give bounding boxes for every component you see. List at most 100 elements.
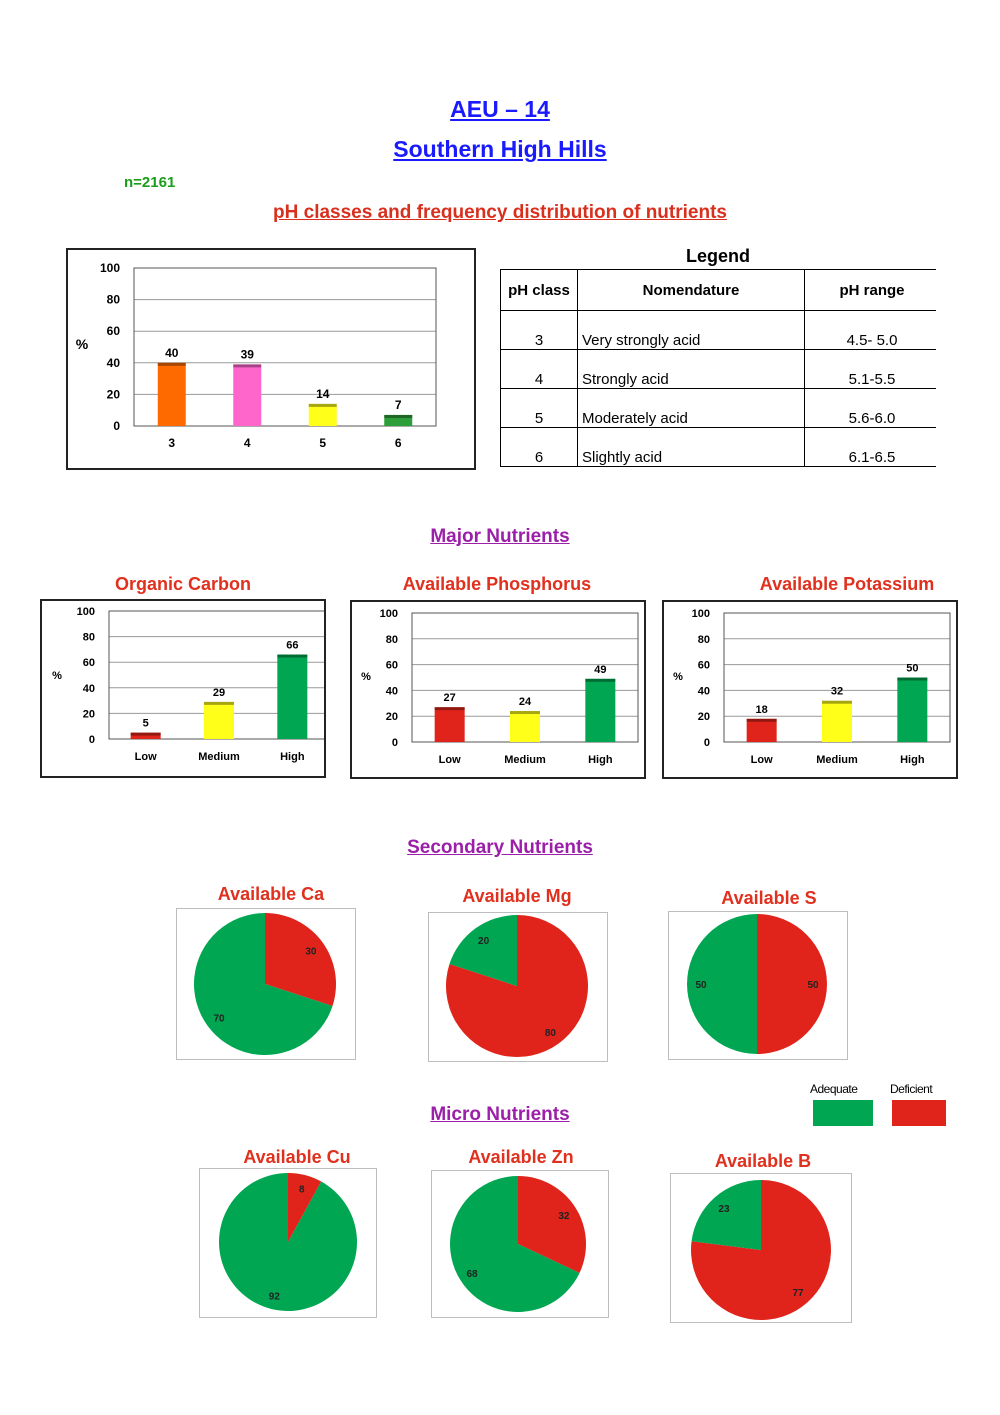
legend-deficient-swatch: [892, 1100, 946, 1126]
pie-data-label: 80: [545, 1028, 557, 1039]
s-pie-chart: 50 50: [687, 914, 827, 1054]
bar-top-edge: [308, 403, 337, 407]
y-tick-label: 80: [386, 634, 398, 646]
legend-cell-name: Very strongly acid: [577, 310, 805, 350]
organic-carbon-frame: 0 20 40 60 80 100% 5 Low 29 Medium 66 High: [40, 599, 330, 778]
legend-cell-name: Moderately acid: [577, 388, 805, 428]
zn-pie-frame: 32 68: [431, 1170, 609, 1318]
y-tick-label: 0: [113, 419, 120, 433]
pie-data-label: 50: [695, 980, 707, 991]
data-label: 40: [165, 346, 179, 360]
bar-top-edge: [585, 678, 616, 682]
phosphorus-bar-chart: 0 20 40 60 80 100% 27 Low 24 Medium 49 High: [361, 608, 639, 766]
x-tick-label: Medium: [504, 754, 546, 766]
cu-pie-chart: 8 92: [219, 1173, 357, 1311]
y-tick-label: 60: [83, 657, 95, 669]
ph-chart-frame: 0 20 40 60 80 100% 40 3 39 4 14 5 7 6: [66, 248, 476, 470]
pie-data-label: 32: [558, 1211, 570, 1222]
potassium-title: Available Potassium: [759, 574, 935, 594]
y-tick-label: 40: [83, 683, 95, 695]
potassium-bar-chart: 0 20 40 60 80 100% 18 Low 32 Medium 50 High: [673, 608, 951, 766]
data-label: 32: [831, 686, 843, 698]
bar-top-edge: [157, 362, 186, 366]
pie-data-label: 50: [807, 980, 819, 991]
data-label: 24: [519, 696, 532, 708]
y-tick-label: 100: [77, 606, 95, 618]
phosphorus-frame: 0 20 40 60 80 100% 27 Low 24 Medium 49 High: [350, 600, 646, 779]
zn-title: Available Zn: [468, 1147, 574, 1167]
legend-cell-range: 4.5- 5.0: [804, 310, 936, 350]
bar: [308, 403, 337, 426]
pie-data-label: 68: [467, 1269, 479, 1280]
legend-cell-class: 4: [500, 349, 578, 389]
plot-area: [133, 267, 437, 427]
bar-top-edge: [434, 707, 465, 711]
y-tick-label: 0: [89, 734, 95, 746]
y-axis-label: %: [673, 671, 683, 683]
pie-slice-deficient: [518, 1176, 586, 1273]
bar-top-edge: [822, 700, 852, 704]
y-tick-label: 0: [392, 737, 398, 749]
y-tick-label: 100: [100, 261, 120, 275]
legend-row: 4 Strongly acid 5.1-5.5: [500, 349, 936, 389]
legend-header-row: pH class Nomendature pH range: [500, 269, 936, 311]
page-title: AEU – 14: [450, 96, 550, 122]
y-tick-label: 100: [692, 608, 710, 620]
y-tick-label: 0: [704, 737, 710, 749]
legend-adequate-swatch: [813, 1100, 873, 1126]
y-tick-label: 80: [698, 634, 710, 646]
bar: [897, 677, 928, 742]
y-tick-label: 80: [107, 293, 121, 307]
ph-bar-chart: 0 20 40 60 80 100% 40 3 39 4 14 5 7 6: [76, 261, 437, 450]
y-tick-label: 80: [83, 632, 95, 644]
pie-data-label: 92: [269, 1291, 281, 1302]
y-tick-label: 20: [83, 708, 95, 720]
pie-slice-deficient: [757, 914, 827, 1054]
y-tick-label: 40: [698, 685, 710, 697]
s-title: Available S: [721, 888, 817, 908]
b-pie-chart: 77 23: [691, 1180, 831, 1320]
pie-slice-adequate: [449, 915, 517, 986]
x-tick-label: 3: [168, 436, 175, 450]
y-tick-label: 20: [386, 711, 398, 723]
sample-size: n=2161: [124, 174, 176, 191]
s-pie-frame: 50 50: [668, 911, 848, 1060]
bar: [130, 732, 161, 739]
zn-pie-chart: 32 68: [450, 1176, 586, 1312]
ca-pie-chart: 30 70: [194, 913, 336, 1055]
y-tick-label: 100: [380, 608, 398, 620]
legend-cell-range: 6.1-6.5: [804, 427, 936, 467]
cu-title: Available Cu: [243, 1147, 351, 1167]
legend-cell-range: 5.6-6.0: [804, 388, 936, 428]
data-label: 7: [395, 398, 402, 412]
x-tick-label: 4: [244, 436, 251, 450]
data-label: 18: [756, 704, 768, 716]
pie-slice-adequate: [687, 914, 757, 1054]
bar-top-edge: [277, 654, 308, 658]
pie-slice-adequate: [450, 1176, 580, 1312]
pie-slice-adequate: [219, 1173, 357, 1311]
pie-data-label: 8: [299, 1185, 305, 1196]
bar-top-edge: [233, 364, 262, 368]
x-tick-label: High: [280, 751, 305, 763]
bar-top-edge: [204, 701, 234, 705]
legend-header-name: Nomendature: [577, 269, 805, 311]
data-label: 66: [286, 640, 298, 652]
y-tick-label: 60: [107, 324, 121, 338]
data-label: 5: [143, 718, 149, 730]
y-tick-label: 40: [107, 356, 121, 370]
bar-top-edge: [510, 711, 540, 715]
bar: [585, 678, 616, 742]
y-tick-label: 20: [698, 711, 710, 723]
x-tick-label: Low: [751, 754, 773, 766]
major-nutrients-title: Major Nutrients: [430, 526, 570, 547]
b-pie-frame: 77 23: [670, 1173, 852, 1323]
legend-cell-class: 6: [500, 427, 578, 467]
legend-adequate-label: Adequate: [810, 1082, 858, 1096]
mg-title: Available Mg: [462, 886, 572, 906]
bar: [277, 654, 308, 739]
bar-top-edge: [746, 718, 777, 722]
pie-data-label: 30: [305, 947, 317, 958]
organic-carbon-bar-chart: 0 20 40 60 80 100% 5 Low 29 Medium 66 High: [52, 606, 330, 763]
x-tick-label: High: [900, 754, 925, 766]
